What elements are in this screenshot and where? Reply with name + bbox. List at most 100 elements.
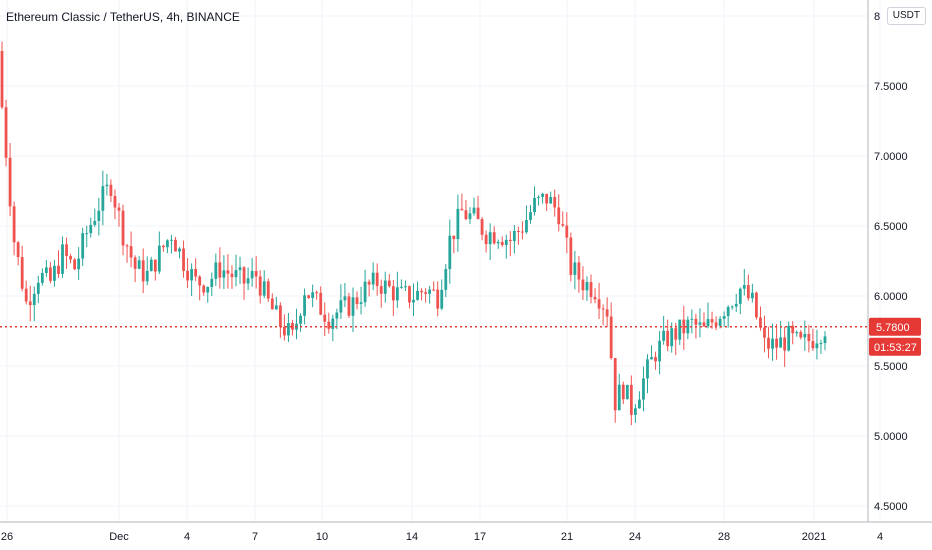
candle-body [710, 319, 714, 323]
candle-body [347, 296, 351, 316]
candle-body [605, 309, 609, 317]
candle-body [440, 289, 444, 309]
candle-body [291, 323, 294, 330]
candle-body [371, 272, 375, 285]
candle-body [484, 234, 488, 245]
candle-body [638, 399, 641, 409]
candle-body [521, 231, 524, 233]
candle-body [573, 262, 577, 275]
countdown-label: 01:53:27 [874, 342, 917, 354]
candle-body [452, 235, 456, 240]
x-tick-label: 4 [877, 531, 883, 543]
candle-body [763, 327, 766, 338]
candle-body [182, 248, 185, 271]
candle-body [258, 276, 262, 296]
last-price-label: 5.7800 [876, 322, 910, 334]
candle-body [335, 312, 339, 319]
candle-body [170, 239, 173, 241]
candle-body [186, 270, 189, 281]
y-tick-label: 7.0000 [874, 151, 908, 163]
candle-body [629, 384, 633, 415]
candle-body [698, 322, 702, 325]
candle-body [759, 317, 762, 328]
x-tick-label: 28 [718, 531, 730, 543]
candle-body [125, 245, 129, 247]
candle-body [206, 286, 210, 293]
candle-body [77, 258, 81, 270]
candle-body [670, 328, 674, 347]
candle-body [767, 337, 770, 349]
currency-button[interactable]: USDT [886, 7, 926, 25]
candle-body [706, 319, 710, 327]
candle-body [512, 230, 516, 242]
candle-body [823, 336, 827, 344]
candle-body [266, 281, 270, 299]
candle-body [714, 322, 718, 326]
candle-body [202, 285, 206, 293]
candle-body [420, 290, 423, 293]
candle-body [157, 245, 161, 272]
candle-body [12, 206, 16, 243]
candle-body [412, 299, 415, 303]
candle-body [746, 285, 750, 299]
candle-body [545, 193, 549, 204]
x-tick-label: 7 [252, 531, 258, 543]
candle-body [113, 195, 117, 208]
candle-body [468, 213, 472, 220]
candle-body [24, 288, 28, 302]
candle-body [153, 259, 157, 272]
candle-body [642, 378, 645, 400]
candle-body [28, 301, 32, 306]
candle-body [311, 292, 315, 298]
candle-body [73, 259, 77, 270]
candle-body [395, 287, 399, 301]
candle-body [129, 246, 133, 258]
candle-body [585, 282, 589, 291]
candle-body [646, 359, 649, 379]
candle-body [0, 51, 4, 108]
candle-body [283, 326, 286, 336]
candle-body [783, 337, 787, 351]
candle-body [379, 286, 383, 294]
candle-body [581, 279, 585, 291]
candle-body [690, 318, 694, 320]
candle-body [97, 210, 101, 221]
candle-body [218, 262, 222, 278]
candle-body [198, 276, 202, 286]
price-axis: 8 7.5000 7.0000 6.5000 6.0000 5.5000 5.0000 4.5… [867, 0, 921, 522]
candle-body [541, 193, 544, 197]
x-tick-label: 21 [561, 531, 573, 543]
candle-body [351, 297, 355, 316]
candle-body [666, 330, 670, 347]
candle-body [795, 332, 799, 334]
candle-body [791, 325, 795, 334]
candle-body [726, 307, 730, 317]
candle-body [662, 330, 666, 341]
candle-body [678, 319, 682, 340]
candle-body [323, 314, 327, 322]
candle-body [456, 208, 460, 240]
candle-body [654, 357, 657, 362]
candle-body [557, 207, 561, 225]
candle-body [416, 290, 419, 300]
time-axis: 26 Dec 4 7 10 14 17 21 24 28 2021 4 [0, 521, 932, 543]
candle-body [601, 308, 605, 310]
candle-body [658, 340, 661, 362]
last-price-badge [869, 317, 921, 336]
candle-body [230, 273, 234, 278]
candle-body [734, 303, 738, 307]
candle-body [8, 157, 12, 207]
countdown-badge [869, 337, 921, 356]
candle-body [694, 318, 698, 325]
candle-body [101, 186, 105, 211]
y-tick-label: 4.5000 [874, 501, 908, 513]
candle-body [633, 408, 637, 415]
candle-body [496, 241, 500, 244]
candle-body [262, 281, 266, 296]
candle-body [145, 270, 149, 282]
y-tick-label: 5.0000 [874, 431, 908, 443]
candle-body [109, 184, 113, 196]
candle-body [472, 207, 476, 214]
candle-body [141, 260, 145, 282]
candle-body [787, 325, 791, 351]
